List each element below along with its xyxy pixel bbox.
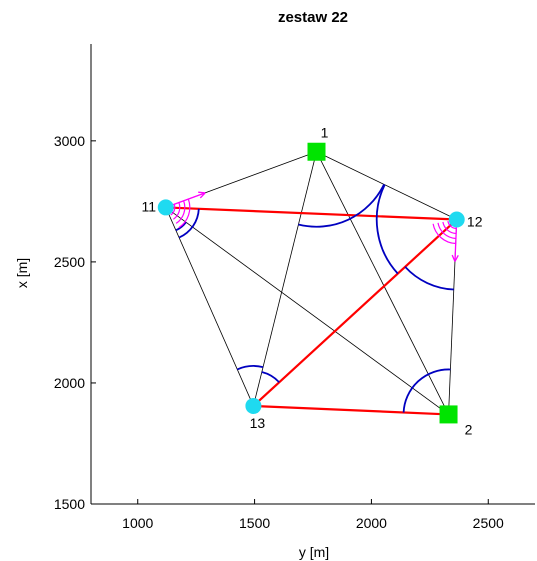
orientation-arc (432, 223, 456, 245)
y-axis-label: x [m] (14, 258, 30, 288)
x-tick-label: 2500 (473, 515, 504, 531)
control-point-marker (439, 405, 458, 424)
angle-arc (261, 371, 280, 383)
y-tick-label: 3000 (54, 133, 85, 149)
point-label: 11 (142, 198, 157, 214)
angle-arcs (175, 184, 454, 413)
angle-arc (298, 184, 385, 228)
angle-arc (236, 365, 264, 371)
y-tick-label: 2500 (54, 254, 85, 270)
observation-line (165, 207, 254, 407)
x-tick-label: 1500 (239, 515, 270, 531)
new-point-marker (245, 397, 262, 414)
measured-line (252, 218, 458, 407)
angle-arc (175, 221, 187, 232)
point-label: 13 (250, 415, 266, 431)
orientation-arc (178, 198, 191, 229)
point-label: 1 (321, 125, 329, 141)
orientation-arrowhead (198, 191, 206, 194)
orientation-arc (437, 222, 456, 240)
orientation-arc (170, 204, 176, 216)
orientation-arc (442, 221, 457, 235)
observation-line (253, 151, 317, 407)
x-axis-label: y [m] (299, 544, 329, 560)
orientation-arrowhead (454, 255, 459, 262)
measured-line (253, 404, 449, 416)
y-tick-label: 2000 (54, 375, 85, 391)
axes: 1000 1500 2000 2500 1500 2000 2500 3000 (54, 44, 535, 531)
observation-line (316, 151, 449, 415)
orientation-arc (447, 220, 457, 230)
angle-arc (375, 184, 399, 275)
chart-title: zestaw 22 (278, 9, 348, 26)
y-tick-label: 1500 (54, 496, 85, 512)
angle-arc (178, 208, 200, 239)
orientation-arrowhead (451, 254, 456, 262)
new-point-marker (448, 211, 465, 228)
new-point-marker (157, 199, 174, 216)
orientation-arrowhead (199, 192, 206, 199)
point-label: 2 (465, 421, 473, 437)
measured-line (165, 206, 457, 221)
point-label: 12 (467, 214, 483, 230)
x-tick-label: 1000 (122, 515, 153, 531)
observation-line (316, 151, 457, 220)
angle-arc (404, 266, 454, 291)
orientation-arc (173, 202, 181, 220)
control-point-marker (307, 142, 326, 161)
measured-lines (165, 206, 458, 416)
angle-arc (402, 368, 451, 413)
observation-lines (165, 151, 458, 415)
orientation-arc (175, 200, 186, 224)
observation-line (165, 207, 449, 415)
x-tick-label: 2000 (356, 515, 387, 531)
